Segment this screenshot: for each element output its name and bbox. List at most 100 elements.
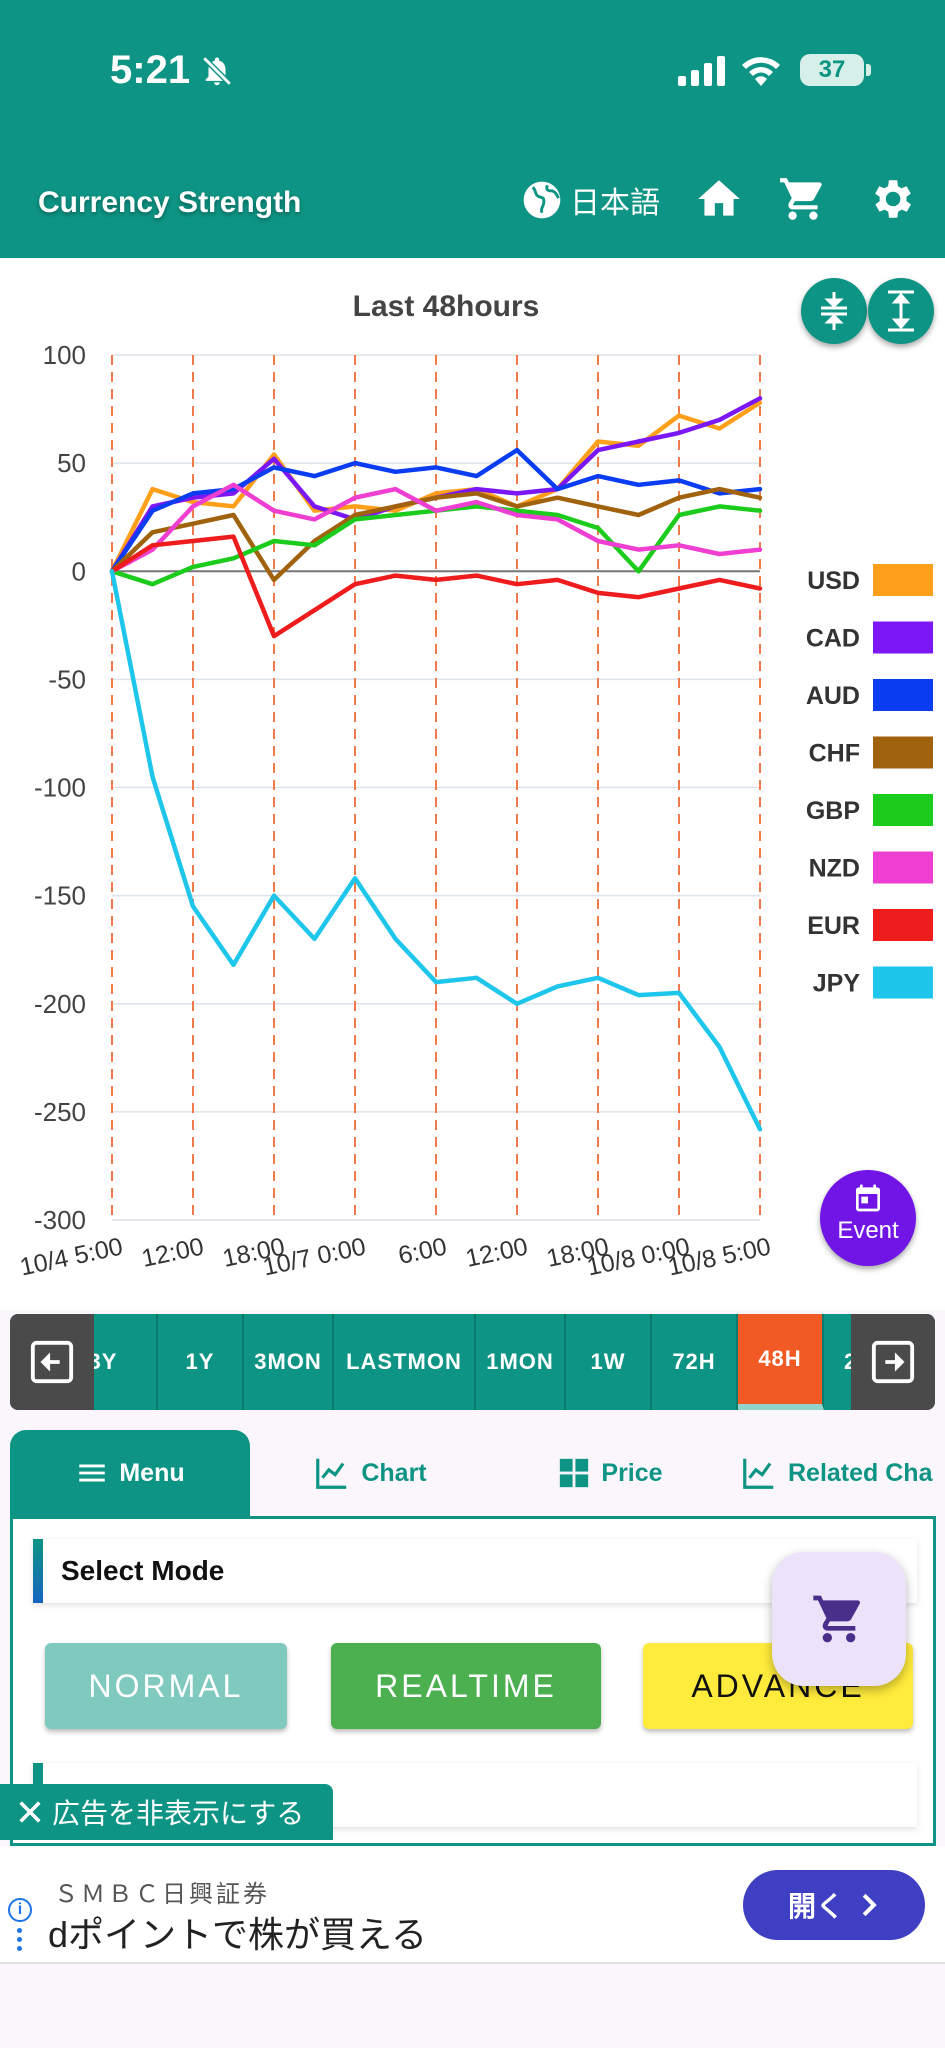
y-tick-label: -250 [34, 1097, 86, 1127]
y-tick-label: -300 [34, 1205, 86, 1235]
scroll-left-button[interactable] [10, 1314, 94, 1410]
series-line-chf [109, 486, 763, 583]
chart-icon [316, 1458, 347, 1489]
gear-icon[interactable] [866, 174, 916, 224]
chart-area: Last 48hours 100 50 0 -50 -100 -150 -200 -250 -30… [0, 258, 945, 1310]
range-label: 48H [758, 1346, 802, 1371]
range-1y[interactable]: 1Y [158, 1314, 244, 1410]
more-dots-icon[interactable] [17, 1928, 23, 1955]
wifi-icon [742, 57, 780, 86]
y-tick-label: 100 [43, 340, 86, 370]
x-tick-label: 12:00 [463, 1232, 530, 1272]
legend-swatch [873, 564, 933, 596]
event-label: Event [837, 1217, 899, 1244]
currency-strength-chart: Last 48hours 100 50 0 -50 -100 -150 -200 -250 -30… [17, 290, 933, 1282]
section-header: Select Mode [33, 1539, 917, 1603]
battery-indicator: 37 [800, 54, 864, 86]
signal-icon [678, 56, 725, 86]
app-header: 5:21 37 Currency Strength 日本語 [0, 0, 945, 258]
tab-price[interactable]: Price [490, 1430, 730, 1516]
compress-button[interactable] [801, 278, 867, 344]
tab-menu[interactable]: Menu [10, 1430, 250, 1516]
language-button[interactable]: 日本語 [520, 176, 660, 224]
ad-banner[interactable]: i ＳＭＢＣ日興証券 dポイントで株が買える 開く [0, 1846, 945, 1964]
y-tick-label: -150 [34, 881, 86, 911]
legend-label: USD [807, 567, 860, 595]
y-tick-label: 0 [72, 556, 86, 586]
arrow-left-icon [30, 1340, 74, 1384]
app-title: Currency Strength [38, 186, 302, 219]
compress-icon [821, 292, 847, 330]
range-48h[interactable]: 48H [738, 1314, 824, 1410]
cart-icon [813, 1595, 861, 1643]
menu-icon [79, 1464, 106, 1482]
time-range-selector: 3Y 1Y 3MON LASTMON 1MON 1W 72H 48H 2 [10, 1314, 935, 1410]
ad-open-label: 開く [787, 1891, 844, 1922]
main-tabs: Menu Chart Price Related Cha [0, 1430, 945, 1516]
ad-headline: dポイントで株が買える [48, 1914, 427, 1955]
legend-label: AUD [806, 682, 860, 710]
bell-off-icon [202, 56, 232, 86]
range-3mon[interactable]: 3MON [244, 1314, 334, 1410]
tab-related-charts[interactable]: Related Cha [740, 1430, 945, 1516]
chart-title: Last 48hours [353, 290, 540, 323]
y-tick-label: -100 [34, 773, 86, 803]
range-1w[interactable]: 1W [566, 1314, 652, 1410]
legend-label: CAD [806, 625, 860, 653]
globe-icon [523, 181, 561, 219]
legend-label: NZD [809, 855, 860, 883]
legend-swatch [873, 966, 933, 999]
legend-label: CHF [809, 740, 860, 768]
tab-price-label: Price [601, 1458, 663, 1487]
x-tick-label: 12:00 [139, 1232, 206, 1272]
x-tick-label: 6:00 [396, 1232, 449, 1270]
close-icon [19, 1801, 41, 1823]
calendar-icon [856, 1184, 880, 1212]
mode-normal-button[interactable]: NORMAL [45, 1643, 287, 1729]
y-tick-label: 50 [57, 448, 86, 478]
ad-open-button[interactable]: 開く [743, 1870, 925, 1940]
mode-realtime-button[interactable]: REALTIME [331, 1643, 601, 1729]
series-line-eur [109, 534, 763, 639]
status-time: 5:21 [110, 48, 191, 92]
grid-icon [560, 1458, 589, 1488]
series-line-jpy [109, 569, 763, 1132]
language-label: 日本語 [570, 187, 660, 220]
chevron-right-icon [862, 1893, 877, 1917]
y-tick-label: -50 [48, 664, 86, 694]
range-72h[interactable]: 72H [652, 1314, 738, 1410]
section-title: Select Mode [61, 1555, 225, 1586]
home-icon[interactable] [694, 174, 744, 224]
x-tick-label: 10/4 5:00 [17, 1232, 125, 1281]
series-line-nzd [109, 482, 763, 574]
floating-cart-button[interactable] [772, 1552, 906, 1686]
legend-label: GBP [806, 797, 860, 825]
hide-ad-button[interactable]: 広告を非表示にする [0, 1784, 333, 1840]
legend-label: JPY [813, 970, 861, 998]
tab-chart[interactable]: Chart [250, 1430, 490, 1516]
series-line-usd [109, 400, 763, 574]
range-lastmon[interactable]: LASTMON [334, 1314, 476, 1410]
scroll-right-button[interactable] [851, 1314, 935, 1410]
expand-button[interactable] [868, 278, 934, 344]
range-label: 1W [590, 1349, 626, 1374]
legend-swatch [873, 794, 933, 826]
expand-icon [888, 290, 914, 332]
ad-sponsor: ＳＭＢＣ日興証券 [54, 1881, 270, 1908]
tab-related-label: Related Cha [788, 1458, 933, 1487]
event-button[interactable]: Event [820, 1170, 916, 1266]
tab-chart-label: Chart [361, 1458, 427, 1487]
range-1mon[interactable]: 1MON [476, 1314, 566, 1410]
legend-swatch [873, 736, 933, 769]
chart-icon [743, 1458, 774, 1489]
legend-swatch [873, 851, 933, 884]
cart-icon[interactable] [778, 174, 828, 224]
info-icon[interactable]: i [8, 1898, 32, 1922]
range-label: LASTMON [346, 1349, 462, 1374]
range-label: 1Y [185, 1349, 215, 1374]
legend-label: EUR [807, 912, 860, 940]
battery-nub [866, 64, 871, 76]
arrow-right-icon [871, 1340, 915, 1384]
legend-swatch [873, 679, 933, 711]
range-label: 3MON [254, 1349, 322, 1374]
